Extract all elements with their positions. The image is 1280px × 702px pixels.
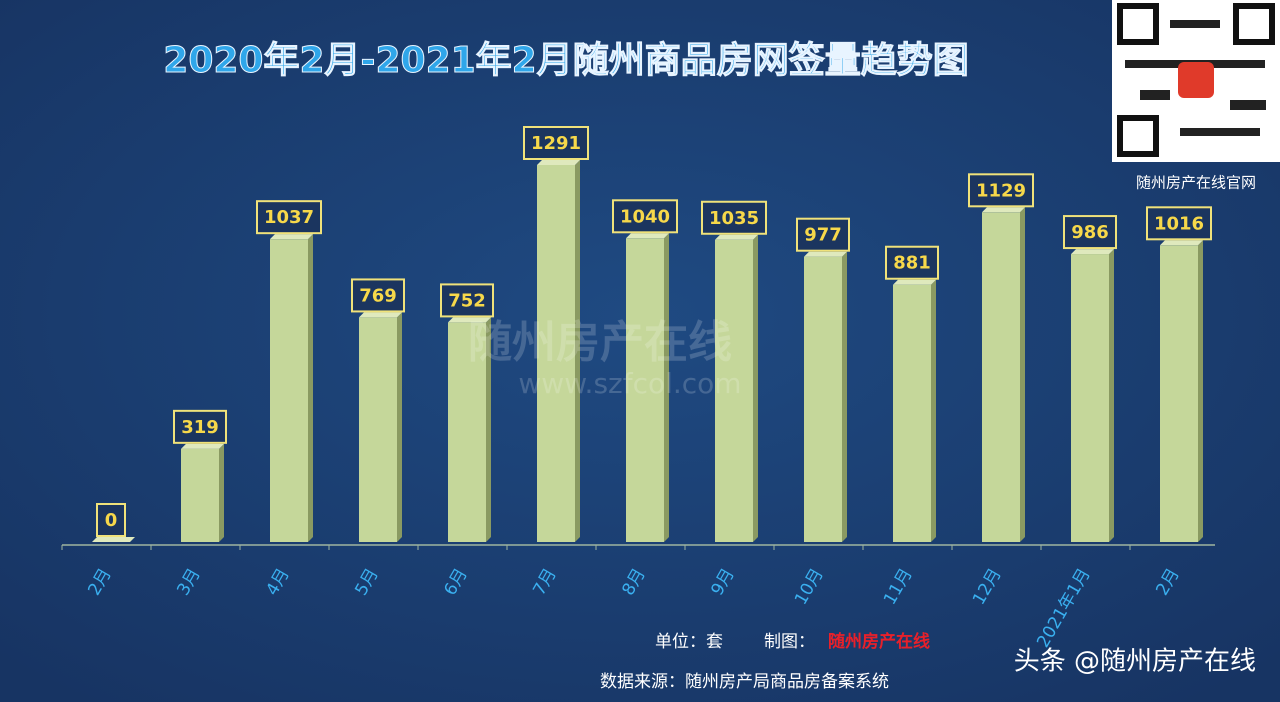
value-label-box <box>440 283 494 318</box>
value-label-box <box>885 245 939 280</box>
value-label-box <box>1146 206 1212 241</box>
bar-top <box>893 279 936 285</box>
value-label: 1129 <box>976 180 1026 201</box>
bar <box>1160 245 1198 542</box>
bar-side <box>664 233 669 543</box>
value-label: 977 <box>804 225 842 246</box>
bar-side <box>308 234 313 542</box>
value-label-box <box>173 409 227 444</box>
value-label: 1035 <box>709 208 759 229</box>
chart-title: 2020年2月-2021年2月随州商品房网签量趋势图 <box>163 40 968 81</box>
bar-top <box>804 251 847 257</box>
bar <box>448 322 486 542</box>
unit: 单位：套 <box>655 632 723 652</box>
bar <box>359 317 397 542</box>
bar-top <box>359 312 402 318</box>
bar <box>982 212 1020 543</box>
bar <box>893 284 931 542</box>
bar <box>626 238 664 543</box>
value-label: 986 <box>1071 222 1109 243</box>
value-label: 0 <box>105 510 118 531</box>
bar-side <box>575 160 580 542</box>
value-label-box <box>968 173 1034 208</box>
value-label: 1037 <box>264 207 314 228</box>
bar-side <box>1198 240 1203 542</box>
bar-top <box>537 160 580 165</box>
maker: 随州房产在线 <box>828 631 930 652</box>
value-label-box <box>523 126 589 160</box>
bar-top <box>982 207 1025 213</box>
bar <box>715 239 753 542</box>
bar-side <box>842 251 847 542</box>
maker-label: 制图： <box>764 632 815 652</box>
value-label: 319 <box>181 417 219 438</box>
bar-top <box>1160 240 1203 246</box>
qr-caption: 随州房产在线官网 <box>1136 174 1256 192</box>
bar <box>537 165 575 542</box>
bar <box>181 448 219 542</box>
bar-side <box>753 234 758 542</box>
value-label: 769 <box>359 285 397 306</box>
value-label-box <box>256 200 322 235</box>
watermark-url: www.szfcol.com <box>518 367 741 400</box>
value-label-box <box>351 278 405 313</box>
bar-side <box>1020 207 1025 543</box>
value-label: 881 <box>893 253 931 274</box>
bar-side <box>486 317 491 542</box>
value-label: 1291 <box>531 133 581 154</box>
bar-top <box>1071 249 1114 255</box>
bar-side <box>931 279 936 542</box>
value-label: 1040 <box>620 206 670 227</box>
value-label-box <box>701 200 767 235</box>
bar-top <box>181 443 224 449</box>
credit: 头条 @随州房产在线 <box>1014 647 1256 677</box>
bar-top <box>92 537 135 542</box>
bar <box>270 239 308 542</box>
value-label: 1016 <box>1154 213 1204 234</box>
value-label-box <box>96 503 126 537</box>
value-label-box <box>796 217 850 252</box>
value-label-box <box>1063 215 1117 250</box>
source: 数据来源：随州房产局商品房备案系统 <box>600 672 889 692</box>
bar <box>804 256 842 542</box>
bar-side <box>1109 249 1114 542</box>
bar-top <box>715 234 758 240</box>
bar-top <box>270 234 313 240</box>
bar <box>1071 254 1109 542</box>
bar-top <box>626 233 669 239</box>
bar-top <box>448 317 491 323</box>
qr-code <box>1112 0 1280 162</box>
value-label-box <box>612 199 678 234</box>
bar-side <box>219 443 224 542</box>
watermark: 随州房产在线 <box>468 317 732 368</box>
value-label: 752 <box>448 290 486 311</box>
bar-side <box>397 312 402 542</box>
